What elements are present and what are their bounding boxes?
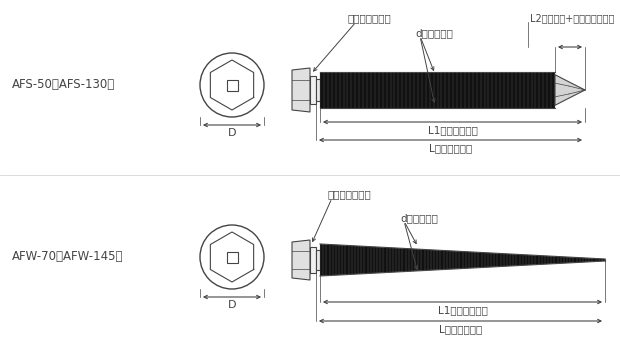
- Text: d（ネジ径）: d（ネジ径）: [400, 213, 438, 223]
- Bar: [316, 250, 320, 270]
- Circle shape: [200, 53, 264, 117]
- Text: シールマスター: シールマスター: [327, 189, 371, 199]
- Circle shape: [200, 225, 264, 289]
- Polygon shape: [292, 68, 310, 112]
- Bar: [310, 247, 316, 273]
- Text: L1（ネジ長さ）: L1（ネジ長さ）: [438, 305, 487, 315]
- Text: D: D: [228, 128, 236, 138]
- Bar: [226, 252, 237, 262]
- Text: L（首下長さ）: L（首下長さ）: [429, 143, 472, 153]
- Text: D: D: [228, 300, 236, 310]
- Text: d（ネジ径）: d（ネジ径）: [415, 28, 453, 38]
- Polygon shape: [320, 244, 605, 276]
- Bar: [320, 72, 555, 108]
- Polygon shape: [555, 75, 585, 105]
- Bar: [316, 79, 320, 101]
- Text: AFW-70～AFW-145用: AFW-70～AFW-145用: [12, 251, 123, 264]
- Text: L2（ドリル+不完全ネジ部）: L2（ドリル+不完全ネジ部）: [530, 13, 614, 23]
- Bar: [226, 79, 237, 91]
- Text: L（首下長さ）: L（首下長さ）: [439, 324, 482, 334]
- Text: シールマスター: シールマスター: [348, 13, 392, 23]
- Text: L1（ネジ長さ）: L1（ネジ長さ）: [428, 125, 477, 135]
- Polygon shape: [292, 240, 310, 280]
- Bar: [310, 76, 316, 104]
- Text: AFS-50～AFS-130用: AFS-50～AFS-130用: [12, 78, 115, 91]
